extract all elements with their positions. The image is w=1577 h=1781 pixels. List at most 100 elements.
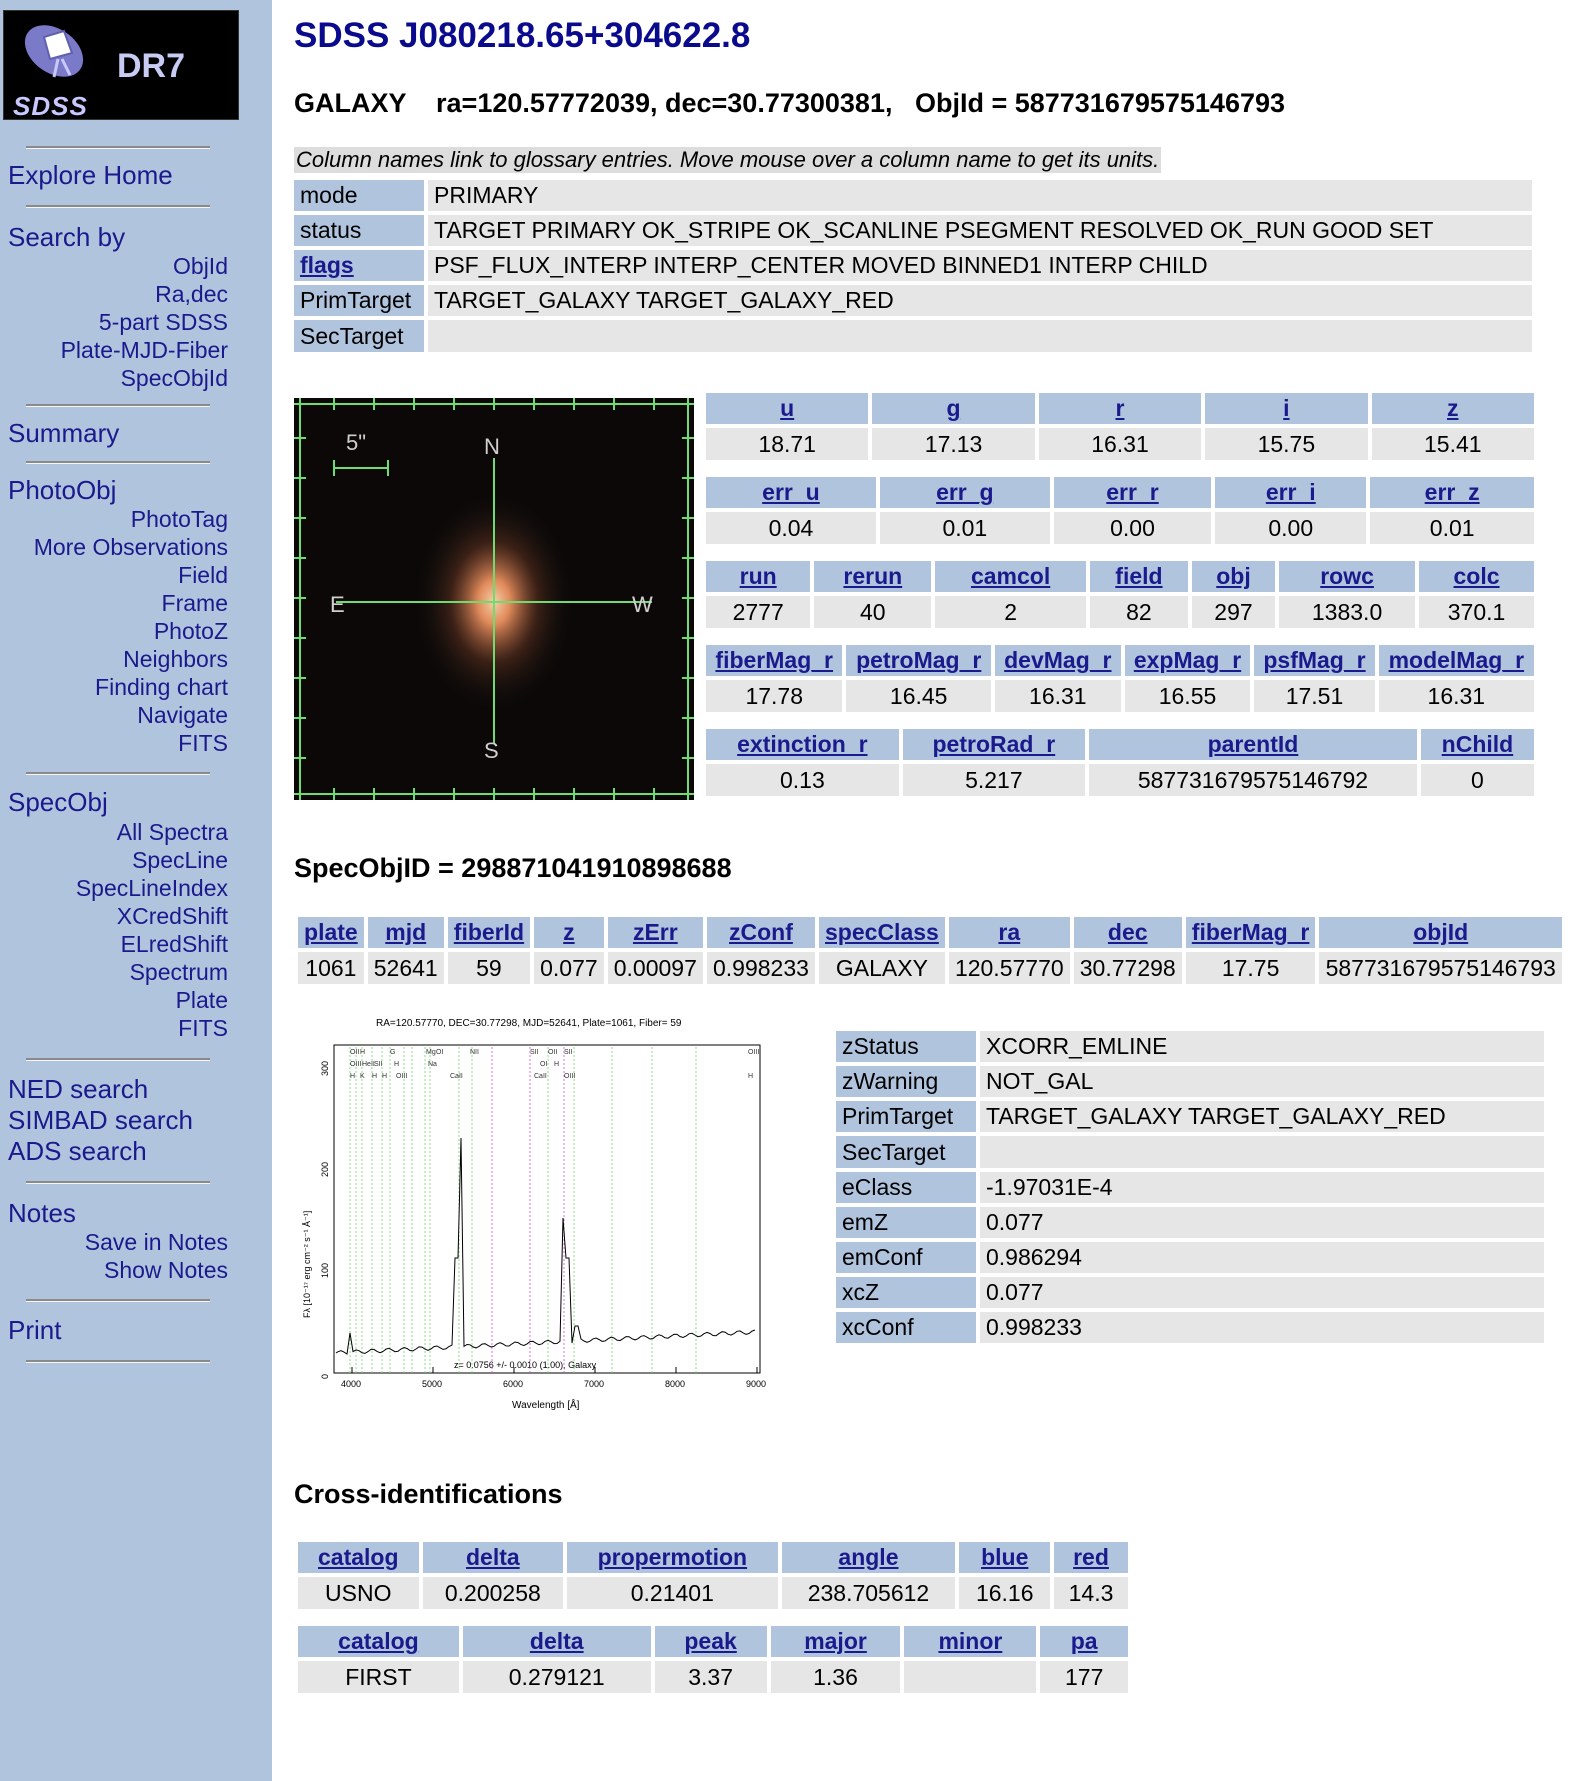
column-header-zerr[interactable]: zErr — [607, 917, 703, 948]
line-label: CaII — [450, 1073, 463, 1080]
column-header-err-i[interactable]: err_i — [1215, 477, 1367, 508]
column-header-r[interactable]: r — [1038, 393, 1202, 424]
column-header-major[interactable]: major — [770, 1626, 901, 1657]
object-summary: GALAXY ra=120.57772039, dec=30.77300381,… — [294, 88, 1286, 118]
spec-prop-label: emConf — [836, 1242, 976, 1273]
cell-g: 17.13 — [872, 428, 1035, 460]
column-header-angle[interactable]: angle — [781, 1542, 956, 1573]
column-header-err-u[interactable]: err_u — [706, 477, 876, 508]
brand-label: SDSS — [13, 91, 88, 121]
cell-peak: 3.37 — [654, 1661, 767, 1693]
column-header-propermotion[interactable]: propermotion — [567, 1542, 778, 1573]
column-header-nchild[interactable]: nChild — [1420, 729, 1534, 760]
column-header-delta[interactable]: delta — [422, 1542, 564, 1573]
column-header-run[interactable]: run — [706, 561, 811, 592]
column-header-z[interactable]: z — [1371, 393, 1534, 424]
column-header-peak[interactable]: peak — [654, 1626, 767, 1657]
column-header-blue[interactable]: blue — [959, 1542, 1051, 1573]
column-header-ra[interactable]: ra — [948, 917, 1070, 948]
column-header-fiberid[interactable]: fiberId — [447, 917, 531, 948]
column-header-catalog[interactable]: catalog — [298, 1626, 459, 1657]
column-header-catalog[interactable]: catalog — [298, 1542, 419, 1573]
nav-show-notes[interactable]: Show Notes — [103, 1257, 228, 1283]
column-header-pa[interactable]: pa — [1040, 1626, 1128, 1657]
nav-explore-home[interactable]: Explore Home — [8, 160, 173, 190]
cell-catalog: USNO — [298, 1577, 419, 1609]
line-label: G — [390, 1049, 395, 1056]
spectrum-plot[interactable]: RA=120.57770, DEC=30.77298, MJD=52641, P… — [294, 1008, 774, 1428]
nav-search-plate-mjd-fiber[interactable]: Plate-MJD-Fiber — [60, 337, 228, 363]
nav-plate[interactable]: Plate — [175, 987, 228, 1013]
column-header-err-g[interactable]: err_g — [879, 477, 1050, 508]
nav-specobj[interactable]: SpecObj — [8, 787, 108, 817]
nav-speclineindex[interactable]: SpecLineIndex — [75, 875, 228, 901]
column-header-mjd[interactable]: mjd — [367, 917, 444, 948]
nav-print[interactable]: Print — [8, 1315, 62, 1345]
column-header-red[interactable]: red — [1054, 1542, 1128, 1573]
nav-summary[interactable]: Summary — [8, 418, 120, 448]
nav-frame[interactable]: Frame — [161, 590, 228, 616]
column-header-petromag-r[interactable]: petroMag_r — [846, 645, 991, 676]
nav-photoz[interactable]: PhotoZ — [153, 618, 228, 644]
nav-save-in-notes[interactable]: Save in Notes — [84, 1229, 228, 1255]
column-header-fibermag-r[interactable]: fiberMag_r — [706, 645, 843, 676]
column-header-expmag-r[interactable]: expMag_r — [1124, 645, 1251, 676]
column-header-minor[interactable]: minor — [904, 1626, 1037, 1657]
column-header-field[interactable]: field — [1089, 561, 1188, 592]
column-header-err-r[interactable]: err_r — [1053, 477, 1212, 508]
column-header-z[interactable]: z — [534, 917, 604, 948]
column-header-delta[interactable]: delta — [462, 1626, 651, 1657]
column-header-obj[interactable]: obj — [1191, 561, 1276, 592]
nav-search-objid[interactable]: ObjId — [173, 253, 228, 279]
nav-elredshift[interactable]: ELredShift — [120, 931, 228, 957]
nav-search-by[interactable]: Search by — [8, 222, 126, 252]
cell-minor — [904, 1661, 1037, 1693]
column-header-i[interactable]: i — [1205, 393, 1368, 424]
nav-specline[interactable]: SpecLine — [132, 847, 228, 873]
nav-search-radec[interactable]: Ra,dec — [155, 281, 228, 307]
nav-xcredshift[interactable]: XCredShift — [116, 903, 228, 929]
nav-field[interactable]: Field — [178, 562, 228, 588]
column-header-devmag-r[interactable]: devMag_r — [994, 645, 1121, 676]
prop-label-flags-link[interactable]: flags — [294, 250, 424, 281]
column-header-extinction-r[interactable]: extinction_r — [706, 729, 899, 760]
column-header-petrorad-r[interactable]: petroRad_r — [902, 729, 1086, 760]
nav-phototag[interactable]: PhotoTag — [130, 506, 228, 532]
nav-spectrum[interactable]: Spectrum — [129, 959, 228, 985]
column-header-modelmag-r[interactable]: modelMag_r — [1378, 645, 1534, 676]
nav-ads-search[interactable]: ADS search — [8, 1136, 147, 1166]
nav-neighbors[interactable]: Neighbors — [123, 646, 228, 672]
nav-finding-chart[interactable]: Finding chart — [95, 674, 228, 700]
column-header-psfmag-r[interactable]: psfMag_r — [1254, 645, 1375, 676]
column-header-specclass[interactable]: specClass — [818, 917, 945, 948]
nav-search-specobjid[interactable]: SpecObjId — [120, 365, 228, 391]
column-header-rerun[interactable]: rerun — [814, 561, 932, 592]
notes-list: Save in Notes Show Notes — [0, 1228, 228, 1284]
column-header-fibermag-r[interactable]: fiberMag_r — [1185, 917, 1316, 948]
nav-simbad-search[interactable]: SIMBAD search — [8, 1105, 193, 1135]
nav-photoobj[interactable]: PhotoObj — [8, 475, 117, 505]
nav-more-observations[interactable]: More Observations — [33, 534, 228, 560]
nav-ned-search[interactable]: NED search — [8, 1074, 149, 1104]
column-header-colc[interactable]: colc — [1419, 561, 1534, 592]
column-header-camcol[interactable]: camcol — [935, 561, 1086, 592]
flags-link[interactable]: flags — [300, 252, 354, 278]
galaxy-image[interactable]: 5" N S E W — [294, 398, 694, 800]
nav-navigate[interactable]: Navigate — [137, 702, 228, 728]
column-header-rowc[interactable]: rowc — [1279, 561, 1416, 592]
column-header-objid[interactable]: objId — [1319, 917, 1562, 948]
column-header-u[interactable]: u — [706, 393, 869, 424]
spectrum-title: RA=120.57770, DEC=30.77298, MJD=52641, P… — [376, 1018, 682, 1029]
column-header-plate[interactable]: plate — [298, 917, 364, 948]
nav-photo-fits[interactable]: FITS — [178, 730, 228, 756]
sdss-logo[interactable]: DR7 SDSS — [3, 10, 239, 121]
column-header-dec[interactable]: dec — [1073, 917, 1182, 948]
column-header-parentid[interactable]: parentId — [1089, 729, 1417, 760]
column-header-g[interactable]: g — [872, 393, 1035, 424]
nav-all-spectra[interactable]: All Spectra — [116, 819, 228, 845]
nav-spec-fits[interactable]: FITS — [178, 1015, 228, 1041]
nav-search-5part[interactable]: 5-part SDSS — [98, 309, 228, 335]
column-header-err-z[interactable]: err_z — [1370, 477, 1534, 508]
column-header-zconf[interactable]: zConf — [706, 917, 815, 948]
nav-notes[interactable]: Notes — [8, 1198, 76, 1228]
